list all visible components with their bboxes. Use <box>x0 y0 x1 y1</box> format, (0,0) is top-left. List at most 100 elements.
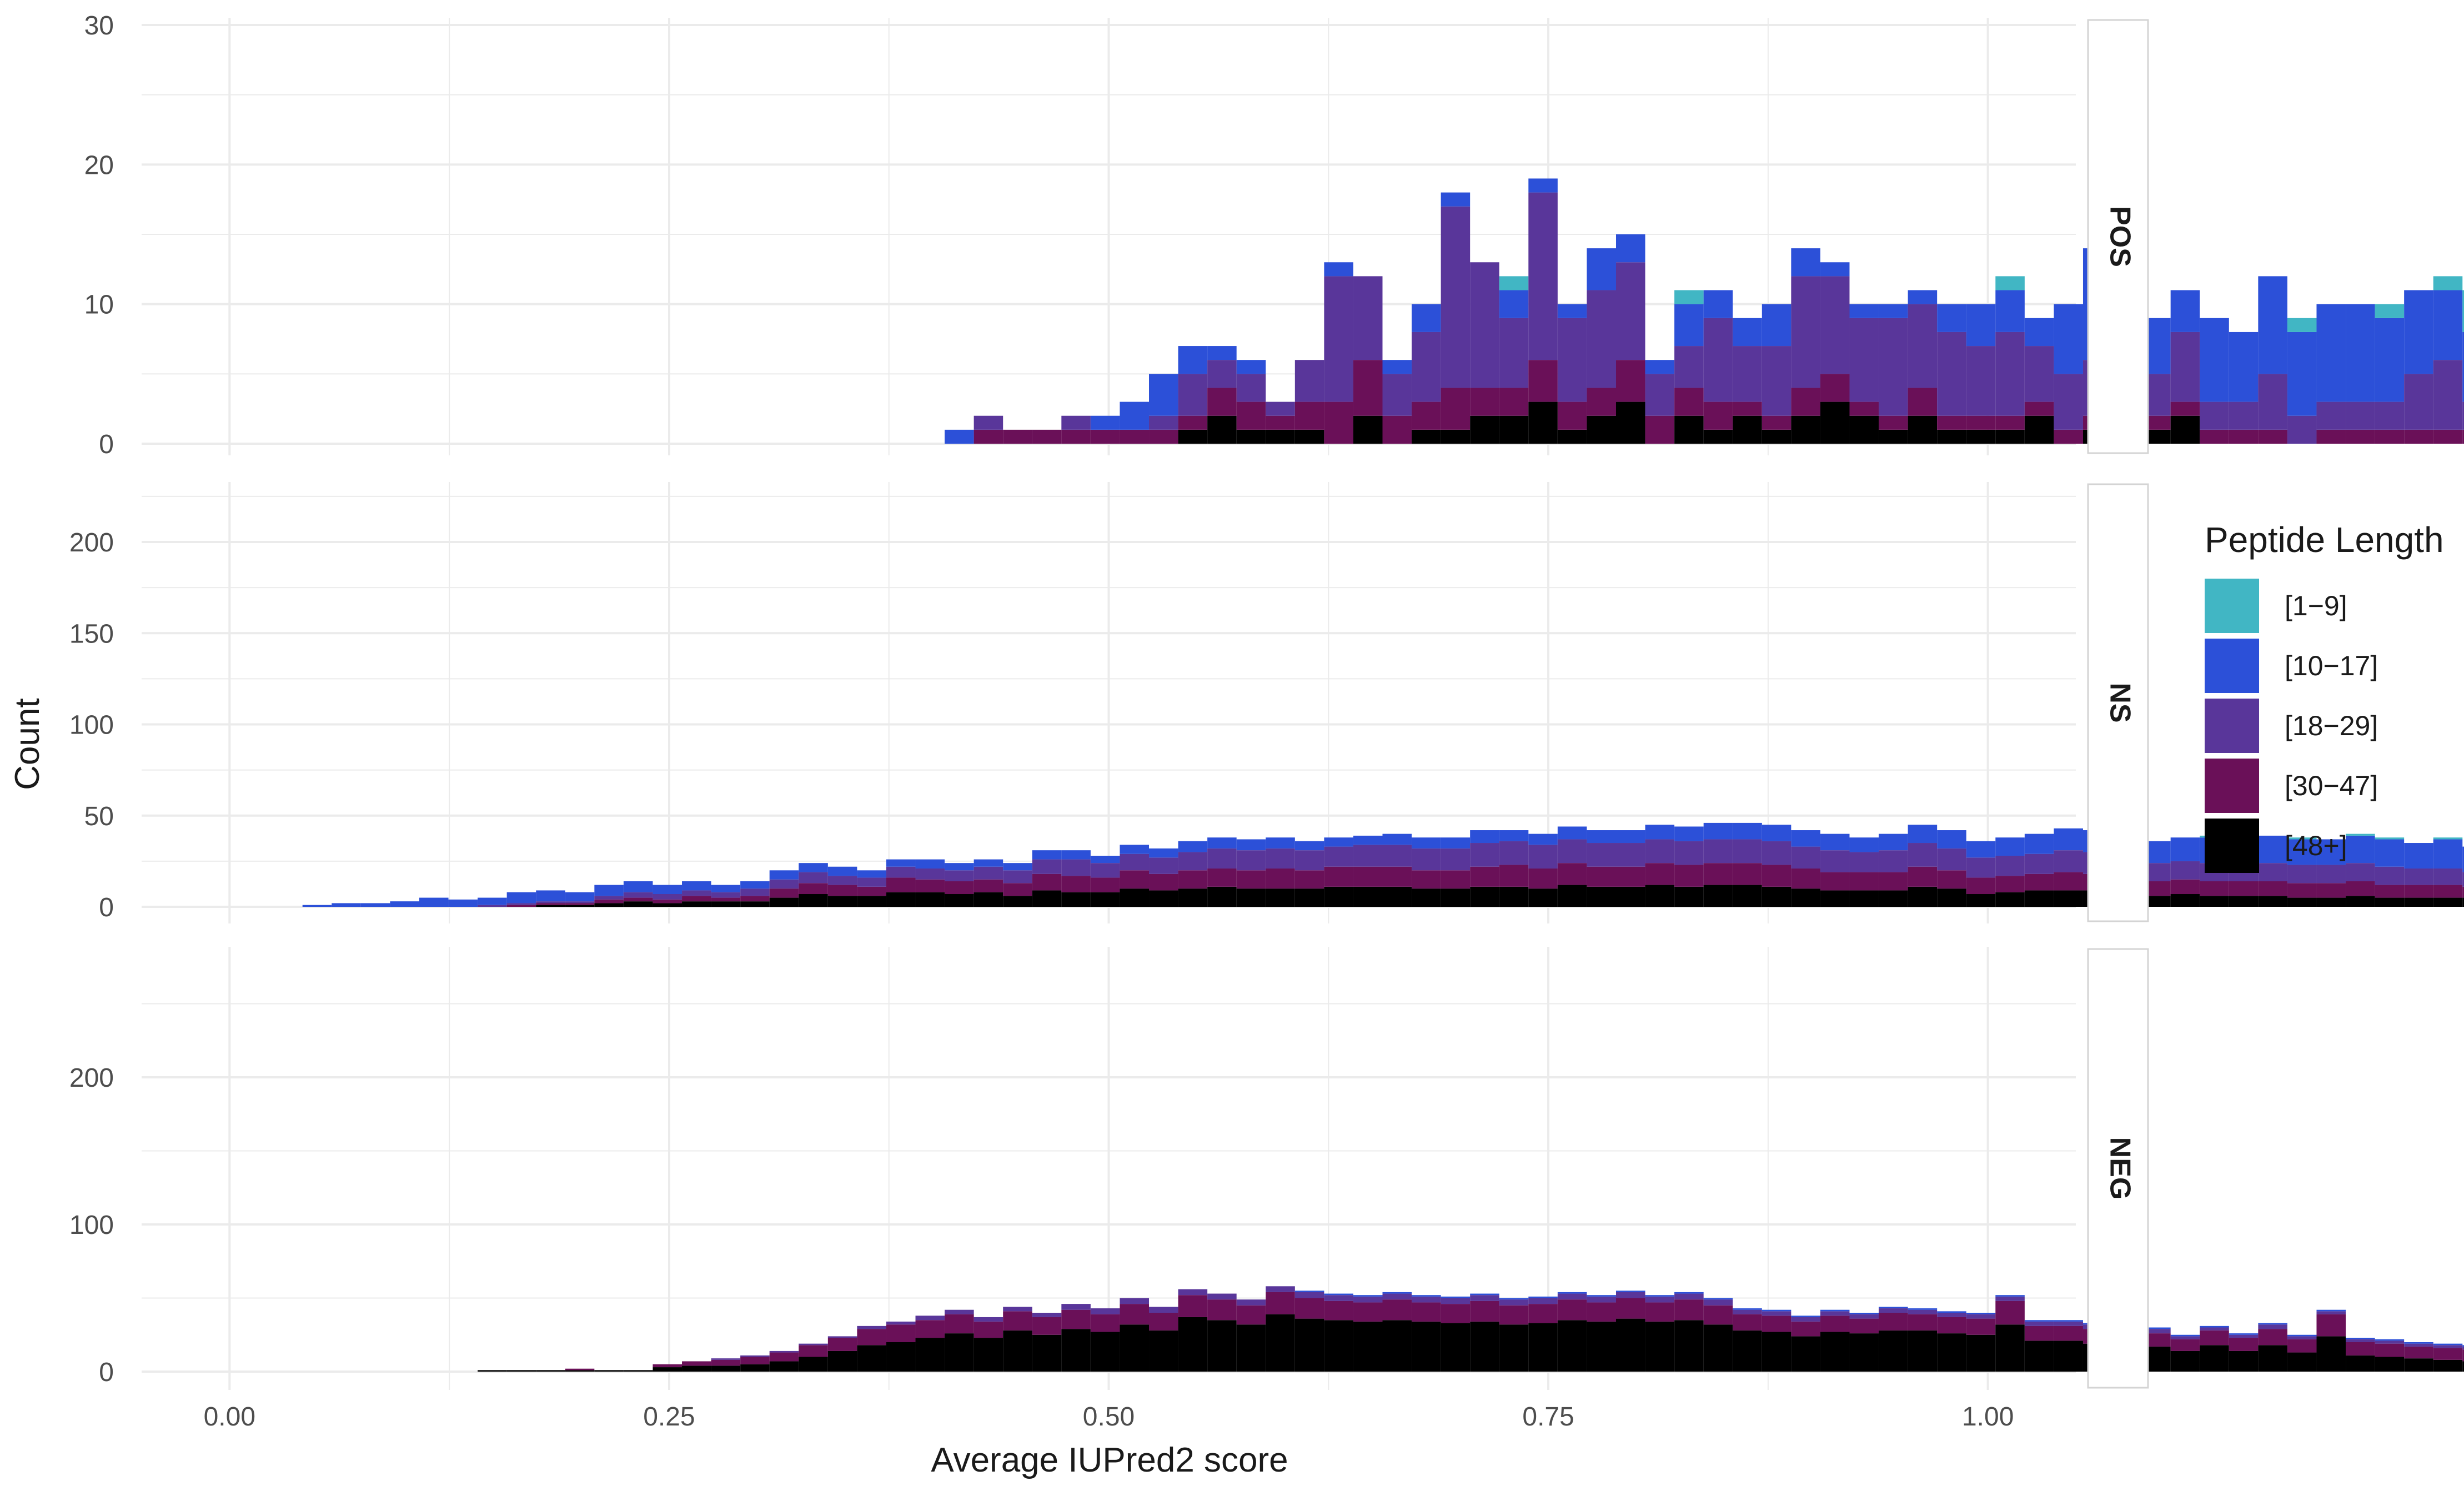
bar-segment <box>827 885 857 896</box>
bar-segment <box>2141 1327 2171 1329</box>
facet-label: POS <box>2104 206 2136 267</box>
bar-segment <box>945 863 974 871</box>
bar-segment <box>2287 1339 2317 1353</box>
bar-segment <box>1003 863 1032 871</box>
bar-segment <box>2375 837 2405 840</box>
bar-segment <box>2404 885 2433 898</box>
bar-segment <box>1733 318 1762 347</box>
facet-label: NS <box>2104 682 2136 722</box>
bar-segment <box>1412 1295 1441 1297</box>
bar-segment <box>1324 1320 1353 1372</box>
bar-segment <box>1353 1295 1383 1297</box>
bar-segment <box>682 890 711 896</box>
bar-segment <box>1966 857 1996 878</box>
bar-segment <box>1674 841 1704 865</box>
bar-segment <box>711 885 741 892</box>
bar-segment <box>594 903 624 907</box>
bar-segment <box>1995 290 2025 332</box>
bar-segment <box>1879 304 1908 318</box>
bar-segment <box>1791 1336 1820 1372</box>
bar-segment <box>1236 839 1266 851</box>
bar-segment <box>1090 1332 1120 1372</box>
bar-segment <box>390 901 419 907</box>
bar-segment <box>1499 276 1529 290</box>
bar-segment <box>2433 429 2463 444</box>
bar-segment <box>973 429 1003 444</box>
bar-segment <box>827 876 857 885</box>
bar-segment <box>302 905 332 907</box>
bar-segment <box>2462 897 2464 907</box>
bar-segment <box>2287 883 2317 898</box>
bar-segment <box>1703 318 1733 402</box>
bar-segment <box>1908 843 1938 867</box>
bar-segment <box>799 1357 828 1372</box>
bar-segment <box>1879 850 1908 872</box>
legend-item: [18−29] <box>2205 696 2460 756</box>
bar-segment <box>2229 881 2259 896</box>
bar-segment <box>857 1345 886 1372</box>
bar-segment <box>1674 346 1704 388</box>
bar-segment <box>2258 881 2287 896</box>
bar-segment <box>1849 401 1879 416</box>
bar-segment <box>1615 886 1645 907</box>
bar-segment <box>973 1338 1003 1372</box>
bar-segment <box>1294 1291 1324 1292</box>
bar-segment <box>2433 1343 2463 1346</box>
bar-segment <box>1236 1324 1266 1372</box>
bar-segment <box>1908 415 1938 444</box>
bar-segment <box>1733 346 1762 402</box>
bar-segment <box>1879 872 1908 891</box>
bar-segment <box>2229 1338 2259 1351</box>
x-tick-label: 1.00 <box>1962 1402 2014 1432</box>
bar-segment <box>1674 865 1704 887</box>
bar-segment <box>1733 1330 1762 1372</box>
bar-segment <box>1937 1311 1966 1313</box>
bar-segment <box>2404 429 2433 444</box>
y-tick-label: 150 <box>69 619 114 649</box>
bar-segment <box>1703 1305 1733 1325</box>
legend: Peptide Length [1−9] [10−17] [18−29] [30−47… <box>2205 519 2460 876</box>
bar-segment <box>2287 415 2317 444</box>
bar-segment <box>2316 429 2346 444</box>
bar-segment <box>653 1364 683 1368</box>
bar-segment <box>1207 869 1237 887</box>
bar-segment <box>1995 856 2025 876</box>
bar-segment <box>1266 848 1295 869</box>
bar-segment <box>769 888 799 898</box>
bar-segment <box>1324 276 1353 402</box>
y-tick-label: 200 <box>69 1063 114 1093</box>
bar-segment <box>2375 866 2405 885</box>
bar-segment <box>1266 888 1295 907</box>
bar-segment <box>1762 304 1791 347</box>
bar-segment <box>1791 1317 1820 1322</box>
bar-segment <box>2316 1311 2346 1314</box>
bar-segment <box>506 903 536 905</box>
bar-segment <box>1470 1321 1499 1372</box>
bar-segment <box>1061 1304 1091 1310</box>
bar-segment <box>1090 892 1120 907</box>
bar-segment <box>1120 888 1150 907</box>
bar-segment <box>2258 863 2287 882</box>
bar-segment <box>1266 429 1295 444</box>
bar-segment <box>1557 863 1587 885</box>
bar-segment <box>2024 873 2054 891</box>
bar-segment <box>594 885 624 896</box>
y-tick-label: 20 <box>84 150 114 180</box>
bar-segment <box>2024 318 2054 347</box>
bar-segment <box>1324 1301 1353 1321</box>
bar-segment <box>1937 1313 1966 1317</box>
legend-key <box>2205 699 2259 753</box>
bar-segment <box>2229 429 2259 444</box>
bar-segment <box>799 872 828 883</box>
bar-segment <box>1966 429 1996 444</box>
bar-segment <box>1353 276 1383 360</box>
bar-segment <box>1733 401 1762 416</box>
bar-segment <box>1791 415 1820 444</box>
bar-segment <box>740 1357 770 1364</box>
x-tick-label: 0.50 <box>1083 1402 1135 1432</box>
bar-segment <box>1382 360 1412 374</box>
bar-segment <box>2024 1320 2054 1322</box>
bar-segment <box>1294 1298 1324 1319</box>
bar-segment <box>2433 1348 2463 1360</box>
bar-segment <box>2375 839 2405 867</box>
